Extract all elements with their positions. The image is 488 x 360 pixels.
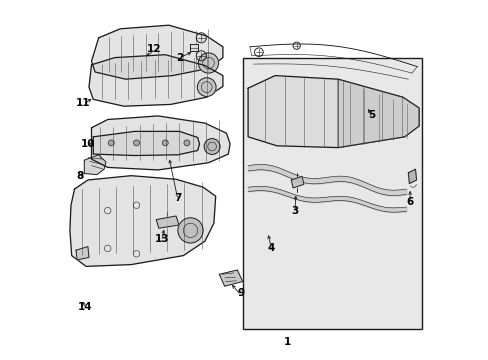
Polygon shape (156, 216, 179, 228)
Circle shape (178, 218, 203, 243)
Text: 13: 13 (154, 234, 169, 244)
Circle shape (197, 78, 216, 96)
Polygon shape (219, 270, 242, 286)
Polygon shape (291, 176, 303, 188)
Text: 3: 3 (291, 206, 298, 216)
Text: 5: 5 (368, 110, 375, 120)
Text: 4: 4 (267, 243, 275, 253)
Text: 7: 7 (174, 193, 181, 203)
Polygon shape (89, 55, 223, 106)
Circle shape (108, 140, 114, 146)
Text: 10: 10 (81, 139, 95, 149)
Circle shape (162, 140, 168, 146)
Text: 14: 14 (78, 302, 93, 312)
Text: 12: 12 (146, 44, 161, 54)
Polygon shape (91, 25, 223, 79)
Polygon shape (91, 116, 230, 170)
Polygon shape (407, 169, 416, 184)
Bar (242, 58, 421, 329)
Circle shape (198, 53, 218, 73)
Polygon shape (84, 155, 106, 175)
Text: 11: 11 (76, 98, 90, 108)
Text: 2: 2 (176, 53, 183, 63)
Circle shape (204, 139, 220, 154)
Text: 6: 6 (406, 197, 413, 207)
Polygon shape (337, 79, 418, 148)
Polygon shape (189, 44, 197, 51)
Circle shape (133, 140, 139, 146)
Polygon shape (70, 176, 215, 266)
Polygon shape (93, 131, 199, 156)
Text: 8: 8 (76, 171, 83, 181)
Polygon shape (76, 247, 89, 260)
Circle shape (183, 140, 189, 146)
Polygon shape (247, 76, 418, 148)
Text: 9: 9 (237, 288, 244, 298)
Text: 1: 1 (284, 337, 291, 347)
